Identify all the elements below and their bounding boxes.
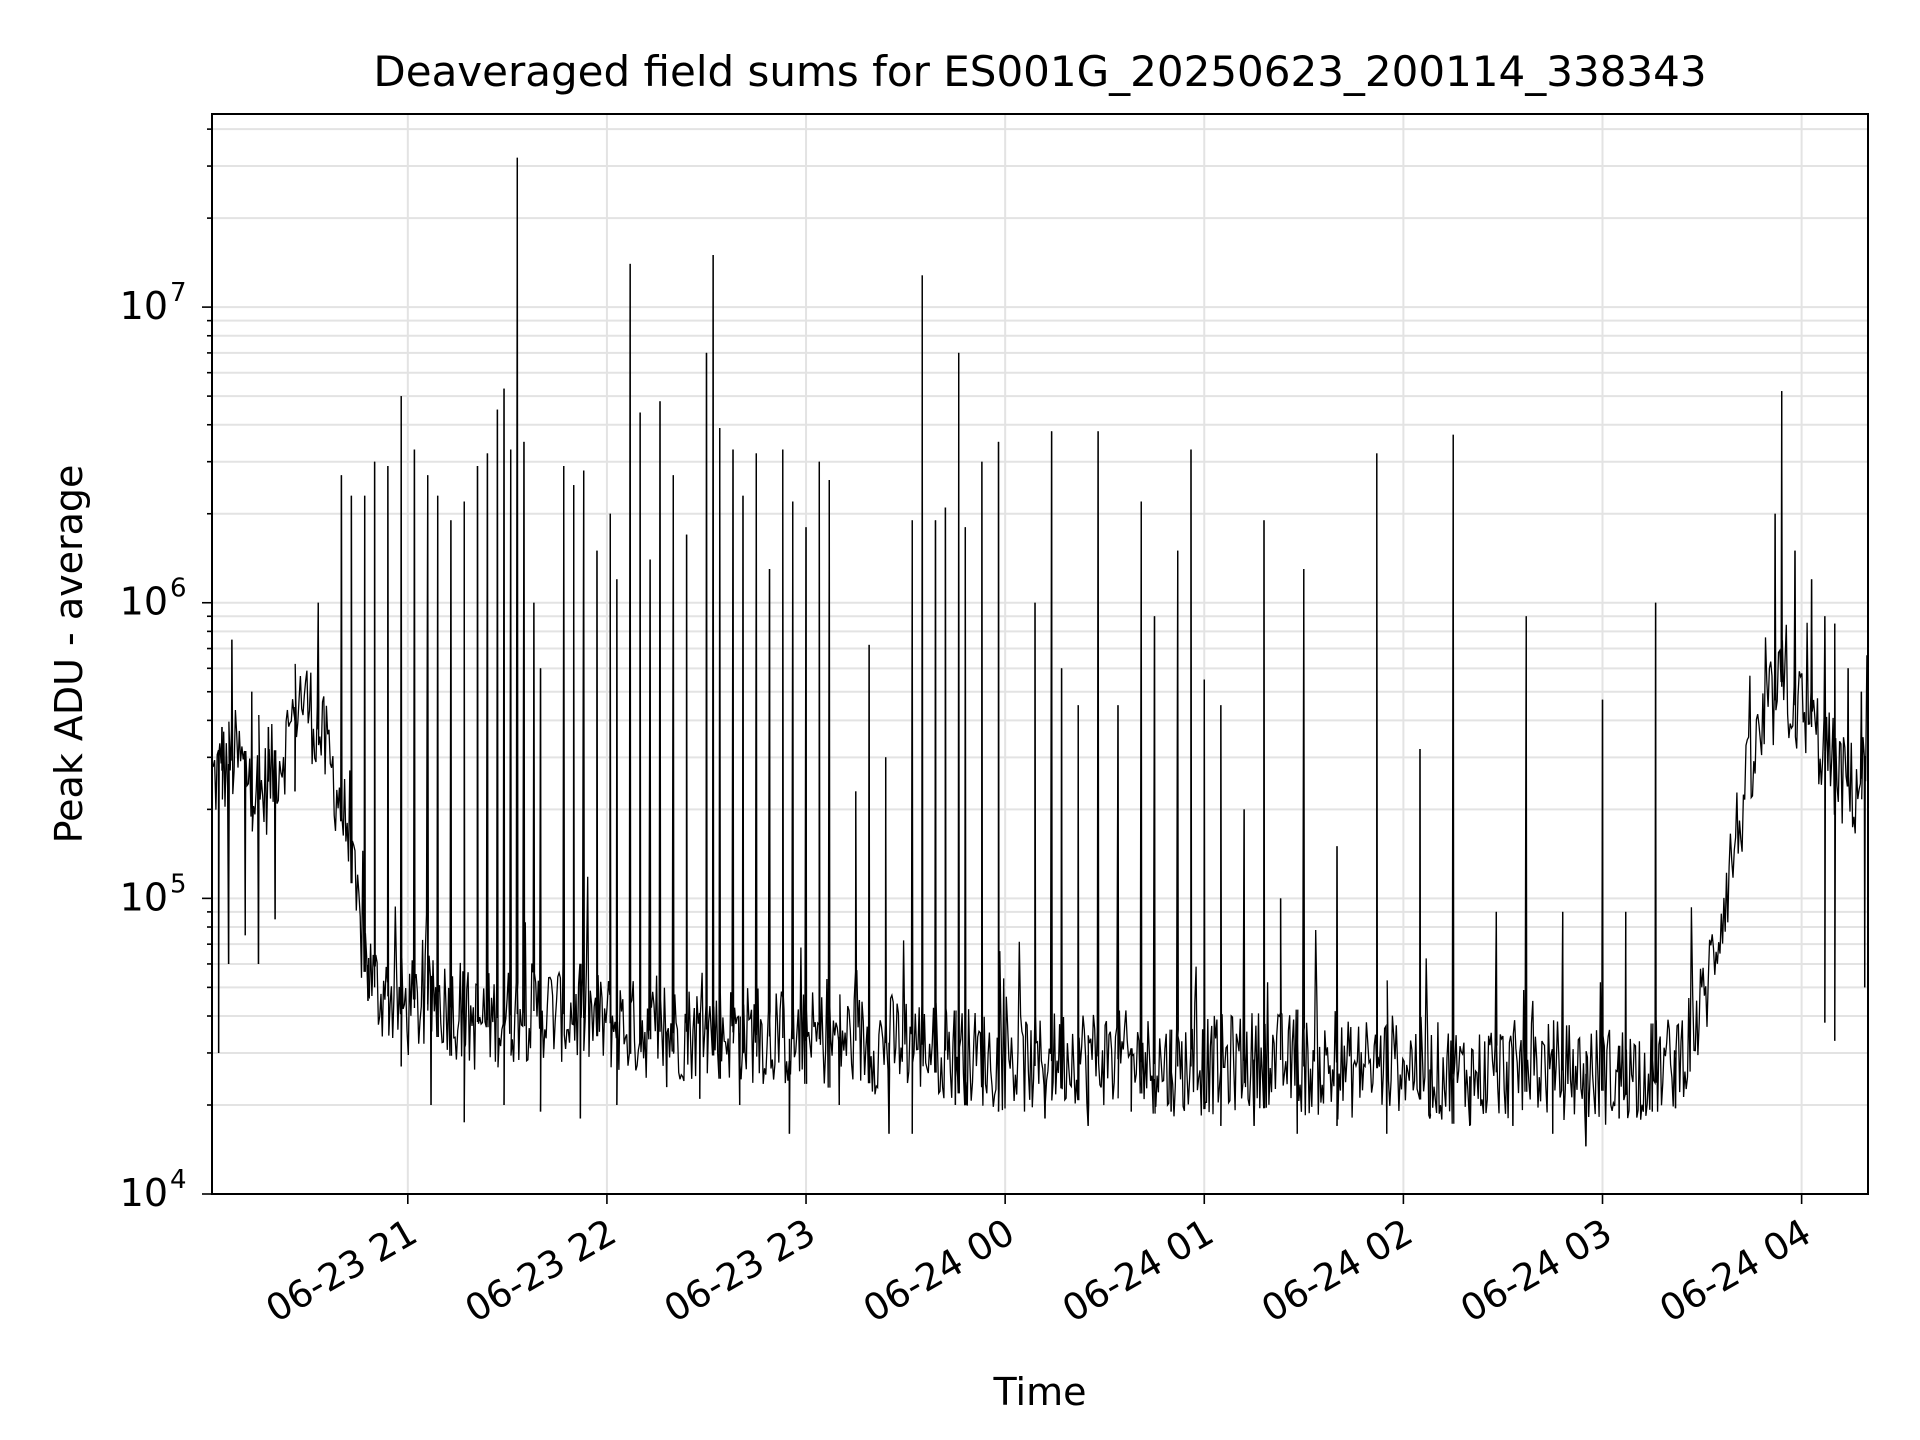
y-tick-label: 10: [120, 875, 168, 919]
x-tick-label: 06-24 00: [856, 1211, 1022, 1331]
x-tick-label: 06-23 23: [657, 1211, 823, 1331]
x-tick-label: 06-23 22: [458, 1211, 624, 1331]
x-axis: 06-23 21 06-23 22 06-23 23 06-24 00 06-24 01…: [259, 1194, 1818, 1331]
plot-frame: [211, 113, 1869, 1195]
y-tick-exponent: 5: [170, 869, 187, 899]
x-tick-label: 06-24 04: [1653, 1211, 1819, 1331]
x-axis-label: Time: [993, 1370, 1087, 1414]
series-layer: [211, 157, 1868, 1147]
x-tick-label: 06-23 21: [259, 1211, 425, 1331]
chart-title: Deaveraged field sums for ES001G_2025062…: [373, 47, 1706, 96]
x-tick-label: 06-24 01: [1055, 1211, 1221, 1331]
series-line: [211, 157, 1868, 1147]
y-tick-label: 10: [120, 284, 168, 328]
y-tick-exponent: 6: [170, 574, 187, 604]
x-tick-label: 06-24 03: [1453, 1211, 1619, 1331]
y-tick-exponent: 4: [170, 1165, 187, 1195]
y-tick-label: 10: [120, 1171, 168, 1215]
y-tick-label: 10: [120, 580, 168, 624]
y-tick-exponent: 7: [170, 278, 187, 308]
y-axis-label: Peak ADU - average: [47, 465, 91, 844]
x-tick-label: 06-24 02: [1254, 1211, 1420, 1331]
